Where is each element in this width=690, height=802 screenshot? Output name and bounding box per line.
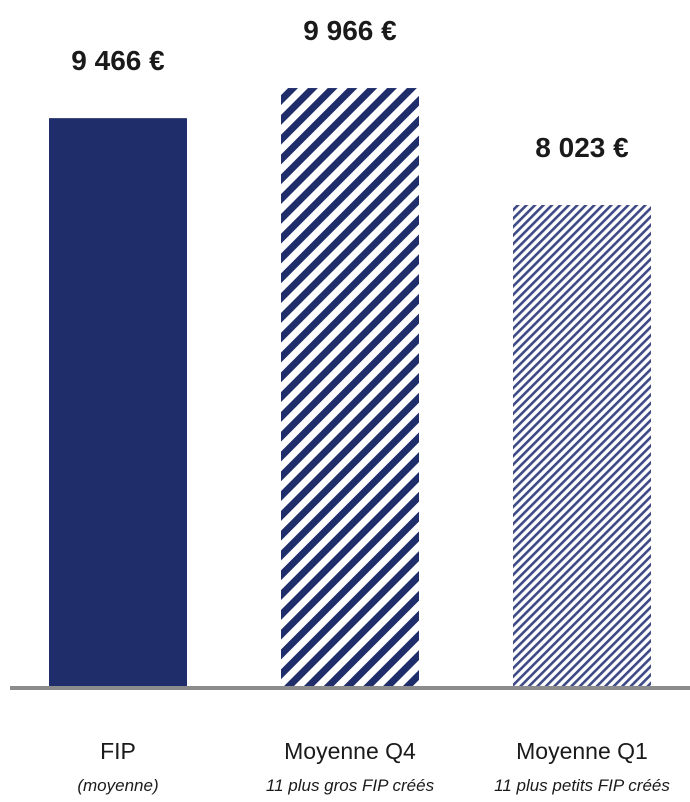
bars-layer: [49, 88, 651, 689]
bar-2: [281, 88, 419, 688]
category-label-3: Moyenne Q1: [516, 738, 648, 764]
value-label-3: 8 023 €: [535, 132, 629, 163]
value-label-1: 9 466 €: [71, 45, 165, 76]
bar-3: [513, 205, 651, 689]
value-label-2: 9 966 €: [303, 15, 397, 46]
labels-layer: 9 466 € FIP (moyenne) 9 966 € Moyenne Q4 11 p…: [71, 15, 670, 795]
category-sublabel-1: (moyenne): [77, 776, 158, 795]
category-label-2: Moyenne Q4: [284, 738, 416, 764]
category-sublabel-3: 11 plus petits FIP créés: [494, 776, 670, 795]
category-sublabel-2: 11 plus gros FIP créés: [266, 776, 435, 795]
category-label-1: FIP: [100, 738, 136, 764]
bar-1: [49, 118, 187, 689]
